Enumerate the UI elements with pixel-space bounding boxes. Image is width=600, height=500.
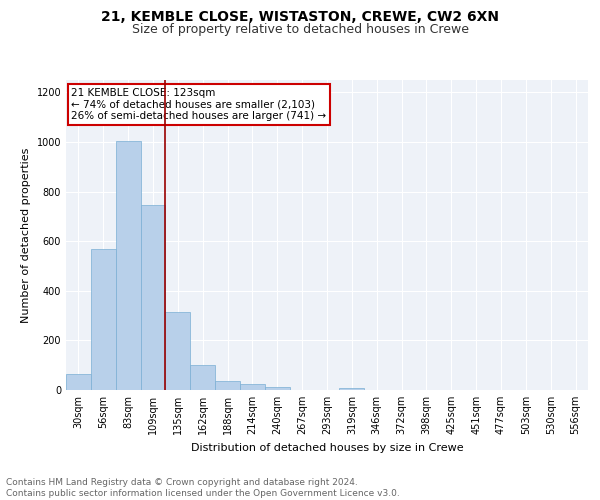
Y-axis label: Number of detached properties: Number of detached properties [21, 148, 31, 322]
Text: 21, KEMBLE CLOSE, WISTASTON, CREWE, CW2 6XN: 21, KEMBLE CLOSE, WISTASTON, CREWE, CW2 … [101, 10, 499, 24]
Bar [190, 365, 215, 390]
Bar [166, 312, 190, 390]
Bar [140, 205, 166, 390]
Bar [240, 384, 265, 390]
Text: Size of property relative to detached houses in Crewe: Size of property relative to detached ho… [131, 22, 469, 36]
Bar [265, 387, 290, 390]
Bar [91, 248, 116, 390]
Text: 21 KEMBLE CLOSE: 123sqm
← 74% of detached houses are smaller (2,103)
26% of semi: 21 KEMBLE CLOSE: 123sqm ← 74% of detache… [71, 88, 326, 121]
Text: Contains HM Land Registry data © Crown copyright and database right 2024.
Contai: Contains HM Land Registry data © Crown c… [6, 478, 400, 498]
Bar [66, 374, 91, 390]
Bar [215, 380, 240, 390]
Bar [340, 388, 364, 390]
Bar [116, 141, 140, 390]
X-axis label: Distribution of detached houses by size in Crewe: Distribution of detached houses by size … [191, 442, 463, 452]
